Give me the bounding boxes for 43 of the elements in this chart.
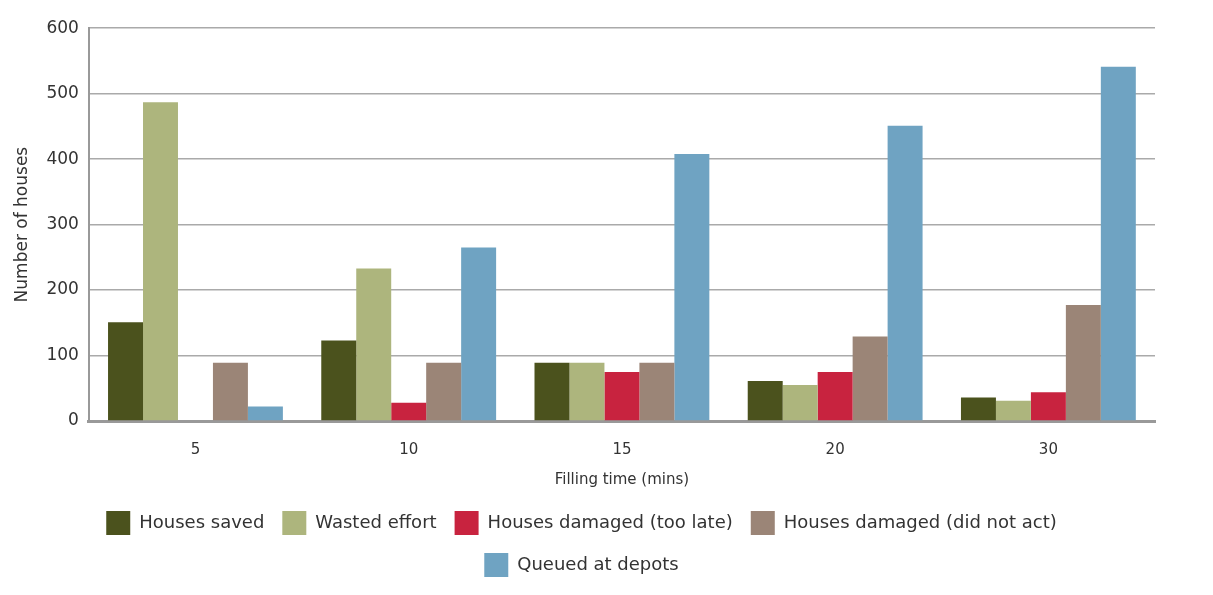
- bar: [674, 153, 710, 421]
- y-axis-title: Number of houses: [10, 146, 31, 303]
- y-tick-label: 500: [46, 82, 79, 103]
- legend-label: Queued at depots: [517, 552, 679, 574]
- legend-label: Wasted effort: [315, 510, 437, 532]
- legend-label: Houses damaged (too late): [487, 510, 733, 532]
- bar: [534, 362, 570, 421]
- bar: [604, 371, 640, 421]
- bar: [247, 406, 283, 421]
- x-tick-label: 30: [1038, 439, 1058, 458]
- y-tick-label: 100: [46, 343, 79, 364]
- bar: [356, 268, 392, 421]
- bar: [426, 362, 462, 421]
- bar: [639, 362, 675, 421]
- bar: [1100, 66, 1136, 421]
- legend-label: Houses damaged (did not act): [783, 510, 1057, 532]
- y-tick-label: 200: [46, 278, 79, 299]
- bar: [852, 336, 888, 421]
- y-tick-label: 600: [46, 16, 79, 37]
- bar: [143, 102, 178, 421]
- x-tick-label: 15: [612, 439, 632, 458]
- bar: [212, 362, 248, 421]
- bar: [108, 322, 144, 421]
- legend-label: Houses saved: [139, 510, 265, 532]
- bar: [1030, 392, 1066, 421]
- x-tick-label: 5: [190, 439, 201, 458]
- bar: [995, 400, 1031, 421]
- bar: [1065, 305, 1101, 421]
- bar: [960, 397, 996, 421]
- y-tick-label: 300: [46, 213, 79, 234]
- x-tick-label: 10: [399, 439, 419, 458]
- x-tick-label: 20: [825, 439, 845, 458]
- bar: [887, 125, 923, 421]
- bar: [461, 247, 497, 421]
- bar: [747, 381, 783, 421]
- x-axis-title: Filling time (mins): [554, 469, 690, 488]
- bar: [391, 402, 427, 421]
- bar: [817, 371, 853, 421]
- y-tick-label: 400: [46, 147, 79, 168]
- y-tick-label: 0: [68, 409, 79, 430]
- bar: [782, 384, 818, 421]
- bar: [321, 340, 357, 421]
- bar: [569, 362, 605, 421]
